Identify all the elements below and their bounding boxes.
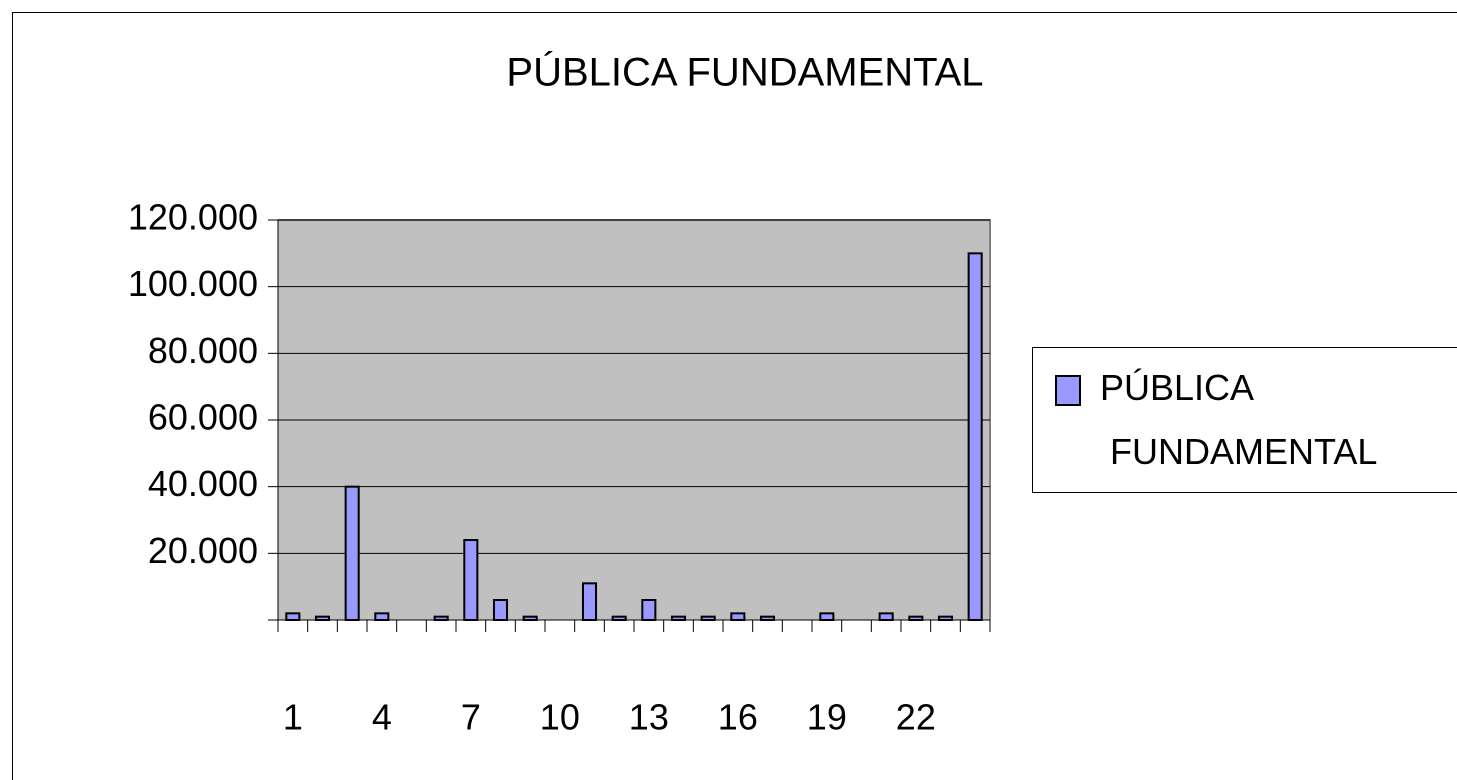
legend-box [1032,347,1457,493]
bar [878,612,894,621]
x-tick-label: 7 [461,697,481,738]
legend-label: PÚBLICA FUNDAMENTAL [1100,367,1377,472]
bar [581,582,598,621]
bar [344,485,360,621]
bar [285,612,301,621]
y-tick-label: 120.000 [128,197,258,238]
y-tick-label: 60.000 [148,397,258,438]
chart-title: PÚBLICA FUNDAMENTAL [506,50,983,95]
bar [492,599,509,621]
bar [937,615,954,622]
legend-swatch [1055,375,1081,406]
y-tick-label: 100.000 [128,263,258,304]
bar [641,599,657,621]
y-tick-label: 40.000 [148,463,258,504]
bar [433,615,449,622]
bar [819,612,835,621]
bar [374,612,390,621]
bar [522,615,538,622]
bar [700,615,716,622]
y-tick-label: 20.000 [148,530,258,571]
bar [670,615,687,622]
bar [314,615,331,622]
x-tick-label: 13 [629,697,669,738]
x-tick-label: 19 [807,697,847,738]
bar [967,252,983,621]
x-tick-label: 1 [283,697,303,738]
x-tick-label: 4 [372,697,392,738]
x-tick-label: 16 [718,697,758,738]
bar [463,539,479,621]
bar [730,612,746,621]
x-tick-label: 10 [540,697,580,738]
x-tick-label: 22 [896,697,936,738]
bar [759,615,776,622]
bar [908,615,924,622]
y-tick-label: 80.000 [148,330,258,371]
bar [611,615,627,622]
